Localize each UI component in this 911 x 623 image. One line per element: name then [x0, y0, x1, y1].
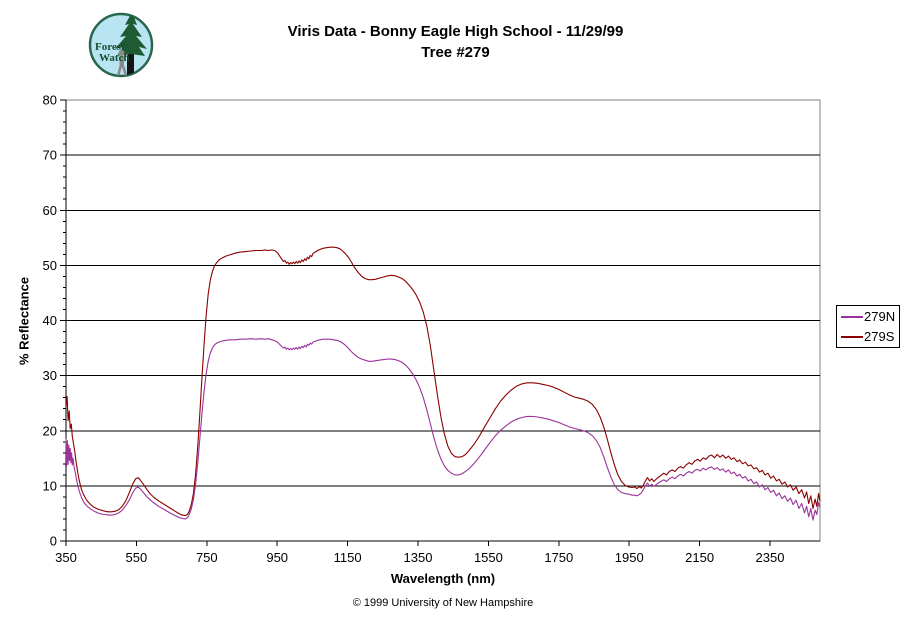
x-tick-label-2150: 2150	[685, 550, 714, 565]
x-tick-label-1750: 1750	[544, 550, 573, 565]
copyright-text: © 1999 University of New Hampshire	[352, 597, 534, 609]
y-axis-ticks: 0 10 20 30 40 50 60 70 80	[43, 93, 66, 549]
legend-label-279n: 279N	[864, 309, 896, 324]
y-tick-label-30: 30	[43, 368, 57, 383]
x-tick-label-1150: 1150	[334, 550, 362, 565]
x-tick-label-950: 950	[266, 550, 288, 565]
series-line-279N	[65, 338, 821, 521]
x-tick-label-550: 550	[126, 550, 148, 565]
x-axis-ticks: 350 550 750 950 1150 1350 1550 1750 1950 2150 2350	[55, 541, 784, 565]
y-axis-title: % Reflectance	[16, 276, 32, 366]
x-tick-label-1950: 1950	[615, 550, 644, 565]
logo-text-watch: Watch	[99, 52, 130, 64]
chart-title: Viris Data - Bonny Eagle High School - 1…	[0, 21, 911, 63]
person-icon	[116, 50, 129, 76]
forest-watch-logo-image: Forest Watch	[88, 12, 154, 78]
y-tick-label-40: 40	[43, 313, 57, 328]
y-tick-label-0: 0	[50, 534, 57, 549]
series-line-279S	[65, 246, 821, 517]
forest-watch-logo: Forest Watch	[87, 11, 155, 84]
gridlines	[66, 154, 820, 487]
legend: 279N 279S	[836, 305, 900, 348]
chart-title-line1: Viris Data - Bonny Eagle High School - 1…	[287, 23, 624, 40]
x-tick-label-750: 750	[196, 550, 218, 565]
y-tick-label-20: 20	[43, 423, 57, 438]
x-axis-title: Wavelength (nm)	[390, 571, 496, 586]
y-tick-label-70: 70	[43, 148, 57, 163]
x-tick-label-1550: 1550	[474, 550, 503, 565]
legend-label-279s: 279S	[864, 329, 895, 344]
y-tick-label-60: 60	[43, 203, 57, 218]
legend-item-279s: 279S	[837, 327, 899, 347]
y-tick-label-80: 80	[43, 93, 57, 108]
y-tick-label-10: 10	[43, 478, 57, 493]
x-tick-label-1350: 1350	[404, 550, 433, 565]
legend-item-279n: 279N	[837, 307, 899, 327]
x-tick-label-350: 350	[55, 550, 77, 565]
tree-trunk	[127, 37, 134, 76]
x-tick-label-2350: 2350	[756, 550, 785, 565]
pine-tree-icon	[115, 14, 147, 56]
logo-text-forest: Forest	[95, 41, 125, 53]
legend-swatch-279s	[841, 335, 863, 338]
chart-title-line2: Tree #279	[421, 44, 490, 61]
y-tick-label-50: 50	[43, 258, 57, 273]
legend-swatch-279n	[841, 315, 863, 318]
